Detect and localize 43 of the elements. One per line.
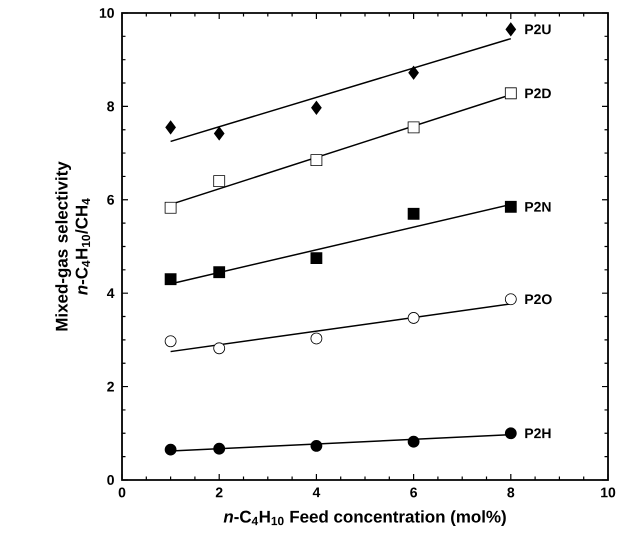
x-tick-label: 8 (507, 487, 514, 498)
x-tick-label: 2 (216, 487, 223, 498)
point (213, 175, 226, 188)
point (164, 273, 177, 286)
y-tick-label: 2 (107, 382, 114, 392)
point (213, 442, 226, 455)
point (165, 120, 176, 134)
point (408, 121, 420, 134)
point (214, 126, 224, 140)
series-label: P2D (525, 88, 551, 98)
point (310, 252, 322, 264)
point (310, 332, 322, 344)
point (164, 202, 177, 214)
y-tick-label: 6 (107, 194, 114, 205)
series-label: P2H (525, 428, 551, 438)
point (506, 22, 516, 36)
x-tick-label: 10 (601, 487, 616, 498)
series-label: P2N (525, 202, 551, 212)
point (311, 100, 322, 115)
y-tick-label: 0 (107, 475, 114, 485)
x-tick-label: 6 (410, 487, 417, 498)
point (213, 266, 226, 278)
y-tick-label: 10 (100, 8, 114, 18)
x-tick-label: 4 (312, 488, 320, 498)
y-tick-label: 8 (107, 101, 114, 112)
x-axis-title: n-C$_{4}$H$_{10}$ Feed concentration (mol%) (224, 510, 506, 526)
point (164, 335, 177, 348)
point (504, 200, 517, 213)
point (164, 444, 177, 456)
y-tick-label: 4 (106, 288, 114, 298)
point (408, 436, 420, 448)
point (408, 66, 419, 80)
point (310, 440, 322, 452)
point (310, 154, 322, 166)
series-label: P2O (525, 294, 552, 304)
point (408, 208, 420, 220)
x-tick-label: 0 (118, 487, 126, 498)
point (504, 293, 517, 306)
point (213, 342, 226, 354)
point (504, 427, 517, 440)
point (504, 87, 517, 100)
legend-label: P2U (525, 24, 551, 34)
point (408, 312, 420, 324)
